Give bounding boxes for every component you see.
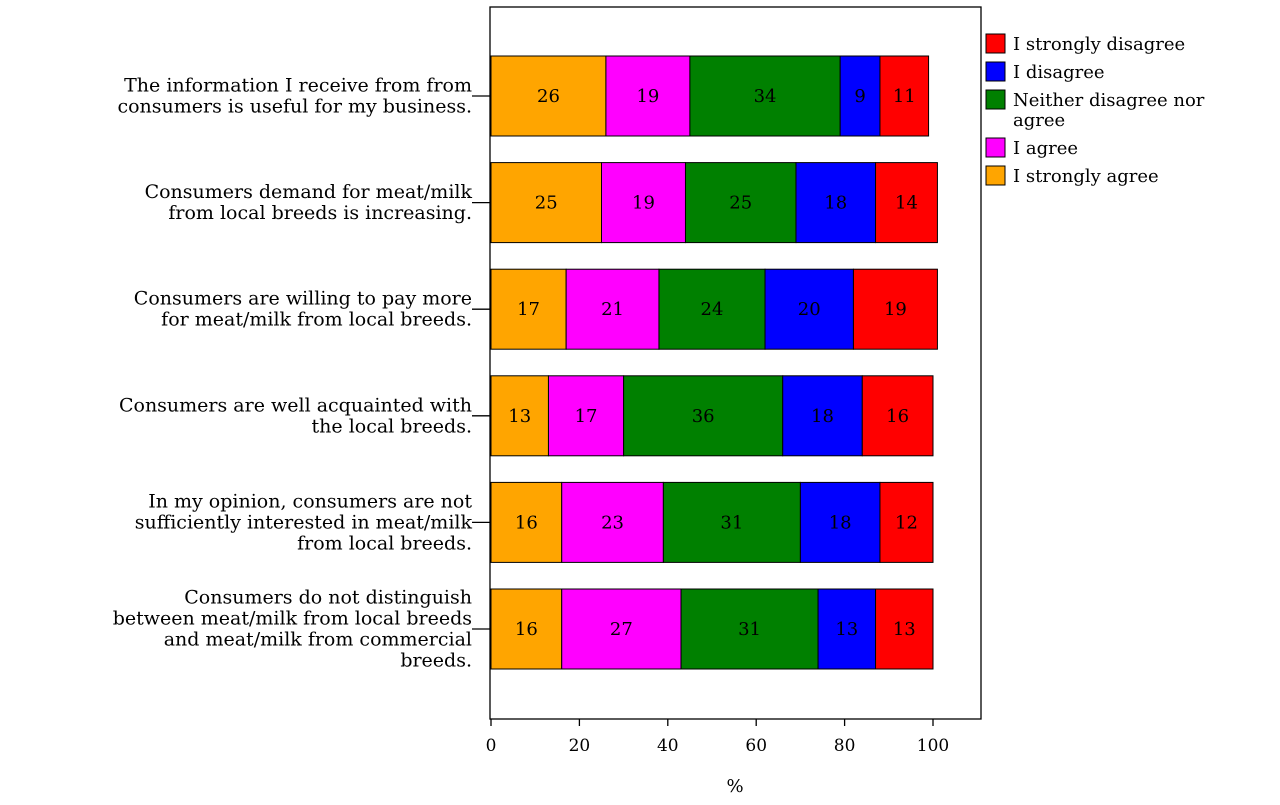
bar-segment <box>547 375 625 457</box>
legend-label: I agree <box>1013 138 1078 159</box>
category-label: the local breeds. <box>312 415 472 437</box>
category-label: between meat/milk from local breeds <box>113 608 472 630</box>
bar-segment <box>764 268 854 350</box>
x-tick-label: 60 <box>745 736 767 756</box>
bars-group: 26 19 34 9 11 25 19 25 18 14 17 21 24 20 19 13 17 36 18 16 1… <box>490 55 938 670</box>
bar-value-label: 36 <box>692 406 715 427</box>
bar-value-label: 17 <box>517 299 540 320</box>
legend-label: agree <box>1013 110 1065 131</box>
bar-segment <box>680 588 819 670</box>
bar-segment <box>490 268 567 350</box>
category-labels: The information I receive from fromconsu… <box>113 75 490 672</box>
bar-segment <box>875 162 938 244</box>
x-axis-title: % <box>726 776 743 797</box>
legend-swatch <box>985 33 1006 54</box>
legend-label: Neither disagree nor <box>1013 90 1205 111</box>
legend-label: I strongly agree <box>1013 166 1159 187</box>
bar-value-label: 27 <box>610 619 633 640</box>
x-tick-label: 0 <box>486 736 497 756</box>
category-label: Consumers demand for meat/milk <box>145 181 473 203</box>
category-label: breeds. <box>400 650 472 672</box>
bar-segment <box>782 375 863 457</box>
bar-value-label: 31 <box>738 619 761 640</box>
bar-value-label: 19 <box>884 299 907 320</box>
bar-segment <box>601 162 686 244</box>
bar-value-label: 12 <box>895 512 918 533</box>
bar-segment <box>490 162 602 244</box>
x-tick-label: 20 <box>569 736 591 756</box>
legend-label: I strongly disagree <box>1013 34 1185 55</box>
bar-segment <box>561 588 682 670</box>
legend: I strongly disagree I disagree Neither dis… <box>985 33 1205 187</box>
category-label: consumers is useful for my business. <box>117 96 472 118</box>
bar-value-label: 24 <box>701 299 724 320</box>
bar-value-label: 19 <box>632 193 655 214</box>
bar-value-label: 25 <box>729 193 752 214</box>
bar-segment <box>795 162 877 244</box>
bar-segment <box>875 588 934 670</box>
bar-value-label: 21 <box>601 299 624 320</box>
x-tick-label: 80 <box>834 736 856 756</box>
bar-value-label: 19 <box>636 86 659 107</box>
bar-value-label: 9 <box>854 86 865 107</box>
category-label: The information I receive from from <box>124 75 472 97</box>
bar-segment <box>879 55 930 137</box>
category-label: Consumers are willing to pay more <box>134 288 472 310</box>
bar-segment <box>839 55 881 137</box>
category-label: In my opinion, consumers are not <box>148 490 472 512</box>
bar-segment <box>565 268 660 350</box>
x-axis: 0 20 40 60 80 100 <box>486 719 949 756</box>
bar-value-label: 25 <box>535 193 558 214</box>
bar-segment <box>623 375 784 457</box>
bar-value-label: 31 <box>720 512 743 533</box>
bar-value-label: 34 <box>754 86 777 107</box>
bar-value-label: 18 <box>811 406 834 427</box>
bar-value-label: 23 <box>601 512 624 533</box>
category-label: sufficiently interested in meat/milk <box>135 511 473 533</box>
x-tick-label: 40 <box>657 736 679 756</box>
category-label: from local breeds is increasing. <box>168 202 472 224</box>
legend-swatch <box>985 165 1006 186</box>
bar-segment <box>684 162 797 244</box>
legend-swatch <box>985 61 1006 82</box>
bar-segment <box>817 588 877 670</box>
category-label: and meat/milk from commercial <box>164 629 472 651</box>
bar-value-label: 11 <box>893 86 916 107</box>
bar-segment <box>605 55 691 137</box>
bar-value-label: 18 <box>824 193 847 214</box>
bar-value-label: 26 <box>537 86 560 107</box>
category-label: for meat/milk from local breeds. <box>161 309 472 331</box>
x-tick-label: 100 <box>917 736 949 756</box>
bar-segment <box>861 375 934 457</box>
bar-segment <box>490 481 563 563</box>
bar-value-label: 13 <box>508 406 531 427</box>
bar-segment <box>490 55 607 137</box>
bar-value-label: 13 <box>835 619 858 640</box>
bar-segment <box>561 481 664 563</box>
bar-segment <box>662 481 801 563</box>
legend-swatch <box>985 137 1006 158</box>
bar-value-label: 18 <box>829 512 852 533</box>
bar-segment <box>490 375 549 457</box>
legend-swatch <box>985 89 1006 110</box>
bar-value-label: 16 <box>515 619 538 640</box>
bar-value-label: 17 <box>575 406 598 427</box>
bar-value-label: 13 <box>893 619 916 640</box>
bar-value-label: 20 <box>798 299 821 320</box>
category-label: Consumers are well acquainted with <box>119 394 472 416</box>
bar-segment <box>879 481 934 563</box>
bar-value-label: 14 <box>895 193 918 214</box>
bar-value-label: 16 <box>886 406 909 427</box>
bar-value-label: 16 <box>515 512 538 533</box>
bar-segment <box>852 268 938 350</box>
legend-label: I disagree <box>1013 62 1105 83</box>
category-label: from local breeds. <box>297 532 472 554</box>
bar-segment <box>490 588 563 670</box>
category-label: Consumers do not distinguish <box>184 587 472 609</box>
plot-border <box>489 6 982 720</box>
bar-segment <box>658 268 766 350</box>
plot-area <box>489 6 982 720</box>
